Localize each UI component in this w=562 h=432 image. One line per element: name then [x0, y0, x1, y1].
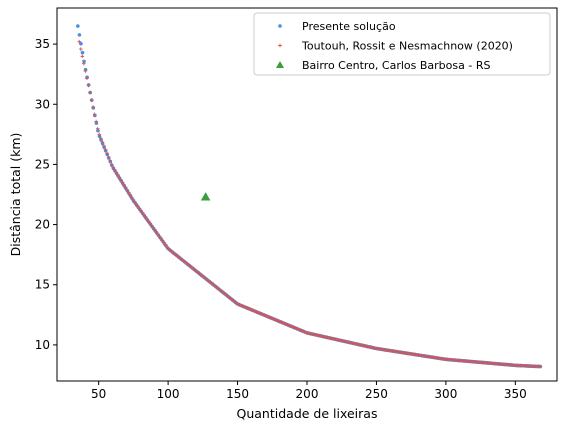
x-tick-label: 200: [296, 387, 319, 401]
legend-label: Bairro Centro, Carlos Barbosa - RS: [302, 59, 490, 72]
red-point: [79, 47, 83, 51]
x-tick-label: 350: [504, 387, 527, 401]
red-point: [81, 55, 85, 59]
green-point: [201, 192, 211, 200]
legend-entry: Bairro Centro, Carlos Barbosa - RS: [276, 59, 490, 72]
legend-label: Toutouh, Rossit e Nesmachnow (2020): [301, 40, 513, 53]
chart-marks: [76, 24, 542, 368]
y-tick-label: 15: [35, 278, 50, 292]
y-tick-label: 35: [35, 37, 50, 51]
y-axis-label: Distância total (km): [8, 133, 23, 257]
x-tick-label: 50: [91, 387, 106, 401]
series-plus: [77, 40, 542, 368]
y-tick-label: 20: [35, 218, 50, 232]
legend: Presente solução Toutouh, Rossit e Nesmac…: [254, 13, 550, 75]
y-tick-label: 25: [35, 157, 50, 171]
x-axis-ticks: 50 100 150 200 250 300 350: [91, 381, 527, 401]
blue-point: [76, 24, 80, 28]
series-circle: [76, 24, 542, 368]
legend-entry: Toutouh, Rossit e Nesmachnow (2020): [278, 40, 513, 53]
blue-point: [78, 33, 82, 37]
x-tick-label: 300: [434, 387, 457, 401]
legend-marker: [278, 24, 282, 28]
y-tick-label: 10: [35, 338, 50, 352]
y-axis-ticks: 10 15 20 25 30 35: [35, 37, 57, 352]
legend-label: Presente solução: [302, 20, 396, 33]
x-axis-label: Quantidade de lixeiras: [237, 406, 378, 421]
x-tick-label: 150: [226, 387, 249, 401]
series-triangle: [201, 192, 211, 200]
blue-point: [81, 51, 85, 55]
x-tick-label: 100: [157, 387, 180, 401]
y-tick-label: 30: [35, 97, 50, 111]
x-tick-label: 250: [365, 387, 388, 401]
